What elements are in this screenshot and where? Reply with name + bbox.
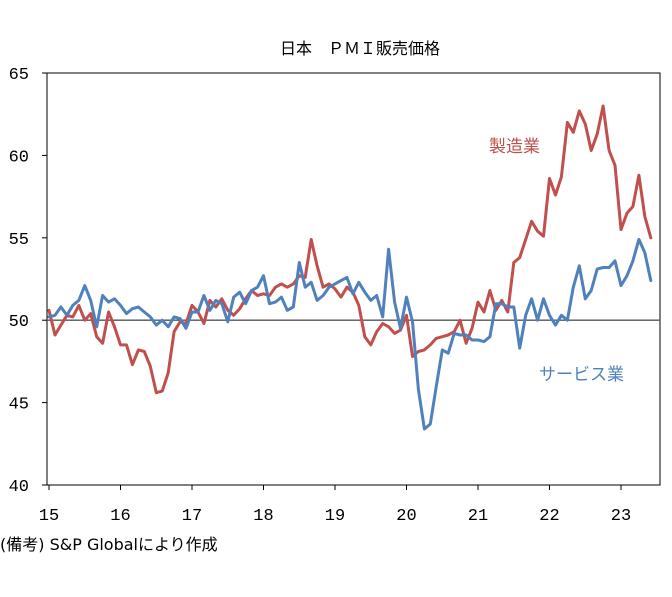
y-tick-label: 50 — [9, 313, 29, 332]
x-tick-label: 15 — [39, 507, 59, 526]
series-line-manufacturing — [47, 104, 653, 395]
y-tick-label: 40 — [9, 478, 29, 497]
x-tick-label: 16 — [110, 507, 130, 526]
y-tick-label: 45 — [9, 396, 29, 415]
plot-frame — [46, 72, 661, 486]
x-tick-label: 17 — [182, 507, 202, 526]
source-note: (備考) S&P Globalにより作成 — [0, 535, 218, 554]
x-tick-label: 23 — [611, 507, 631, 526]
axis-layer: 40 45 50 55 60 65 15 16 17 18 19 20 21 22 23 — [9, 66, 632, 526]
x-tick-label: 20 — [396, 507, 416, 526]
chart-title: 日本 ＰＭＩ販売価格 — [280, 39, 440, 58]
grid-layer — [46, 72, 661, 486]
series-label-services: サービス業 — [539, 365, 624, 385]
x-tick-label: 21 — [468, 507, 488, 526]
series-line-services — [47, 237, 653, 431]
x-tick-label: 22 — [539, 507, 559, 526]
y-tick-label: 55 — [9, 231, 29, 250]
y-tick-label: 65 — [9, 66, 29, 85]
x-tick-label: 19 — [325, 507, 345, 526]
series-label-manufacturing: 製造業 — [489, 137, 540, 157]
y-tick-label: 60 — [9, 148, 29, 167]
series-layer — [47, 104, 653, 431]
chart: 日本 ＰＭＩ販売価格 40 45 50 55 60 65 15 16 17 18 19 20 21 22 2… — [9, 39, 661, 526]
x-tick-label: 18 — [253, 507, 273, 526]
